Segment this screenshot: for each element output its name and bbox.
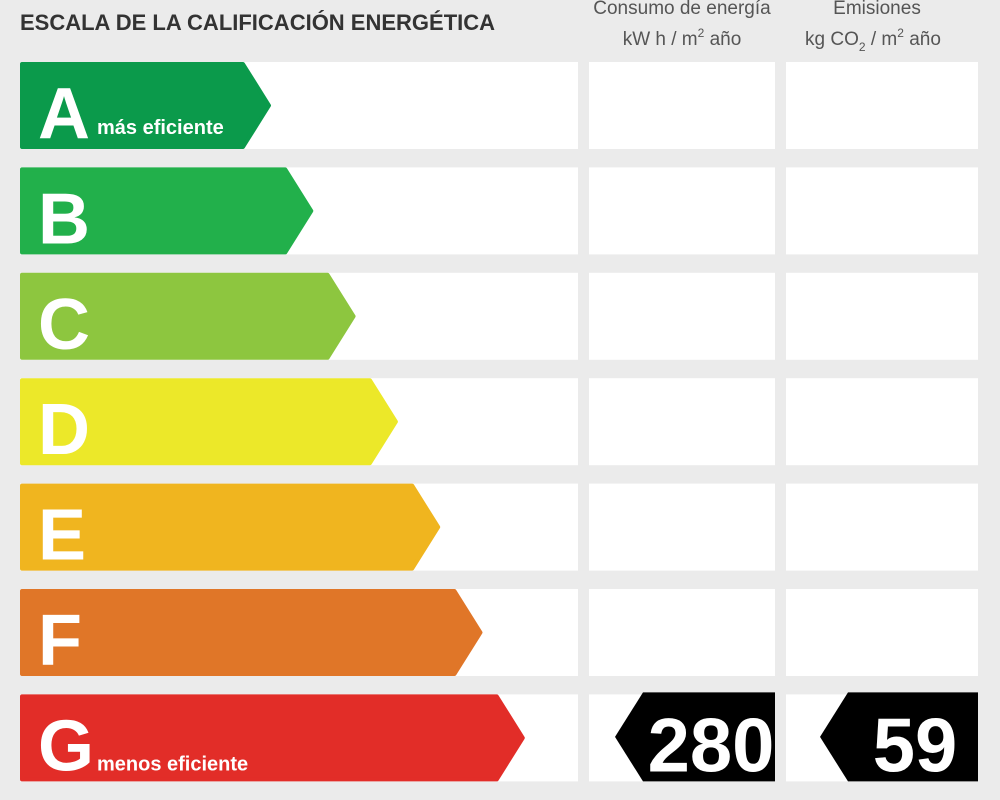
rating-arrow [20,589,483,676]
value-label: 59 [873,703,958,788]
unit-part: año [904,29,941,50]
column-unit: kg CO2 / m2 año [805,26,941,54]
cell [589,589,775,676]
cell [589,378,775,466]
rating-letter: G [38,706,94,786]
cell [786,483,978,571]
column-unit: kW h / m2 año [623,26,742,50]
unit-part: kg CO [805,29,859,50]
rating-arrow [20,483,441,571]
cell [786,378,978,466]
column-heading: Emisiones [833,0,921,19]
cell [589,272,775,360]
cell [589,483,775,571]
cell [786,589,978,676]
title: ESCALA DE LA CALIFICACIÓN ENERGÉTICA [20,10,495,35]
cell [589,167,775,255]
rating-note: más eficiente [97,117,224,139]
unit-part: kW h / m [623,29,698,50]
cell [589,62,775,149]
rating-arrow [20,272,356,360]
unit-sub: 2 [859,40,866,54]
unit-part: año [704,29,741,50]
unit-sup: 2 [698,26,705,40]
cell [786,272,978,360]
rating-arrow [20,378,398,466]
rating-letter: D [38,390,90,470]
rating-letter: E [38,496,86,576]
value-badge [615,692,775,782]
rating-letter: F [38,601,82,681]
value-badge [820,692,978,782]
rating-note: menos eficiente [97,753,248,775]
rating-arrow [20,167,314,255]
rating-letter: B [38,179,90,259]
unit-part: / m [866,29,898,50]
unit-sup: 2 [897,26,904,40]
value-label: 280 [648,703,775,788]
column-heading: Consumo de energía [593,0,771,19]
rating-letter: A [38,74,90,154]
rating-arrow [20,62,271,149]
cell [786,167,978,255]
cell [786,62,978,149]
rating-arrow [20,694,525,782]
rating-letter: C [38,285,90,365]
